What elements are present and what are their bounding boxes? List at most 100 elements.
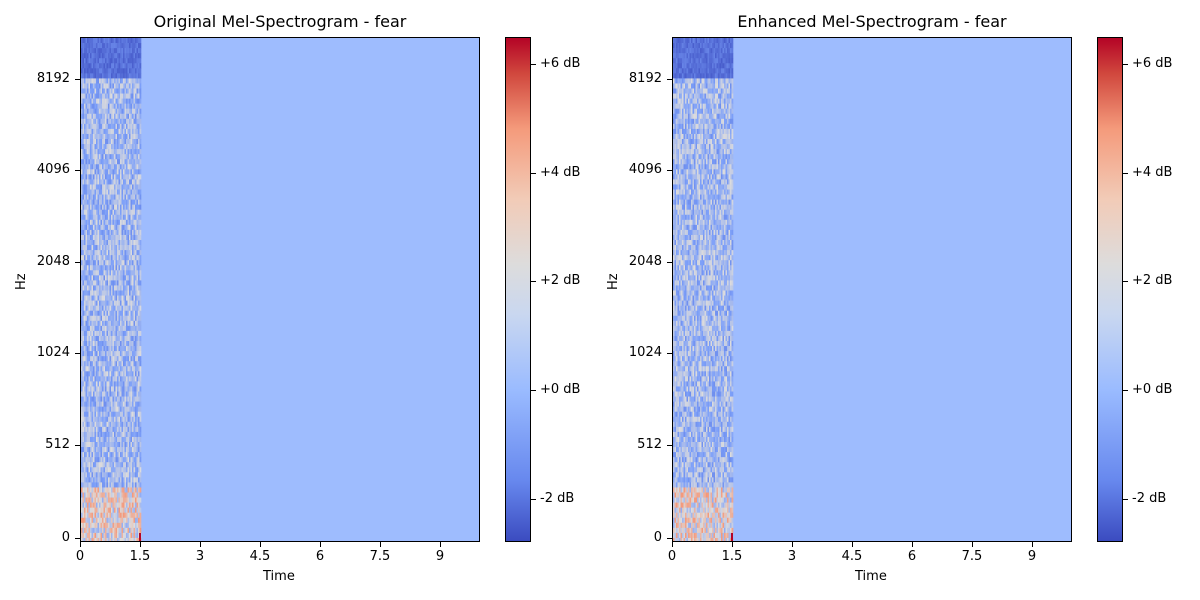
heatmap-cell xyxy=(84,174,86,180)
heatmap-cell xyxy=(97,255,100,261)
heatmap-cell xyxy=(85,108,88,115)
heatmap-cell xyxy=(99,73,101,79)
heatmap-cell xyxy=(685,310,687,317)
heatmap-cell xyxy=(84,330,86,337)
heatmap-cell xyxy=(685,154,687,160)
heatmap-cell xyxy=(106,245,109,251)
heatmap-cell xyxy=(87,260,89,266)
heatmap-cell xyxy=(680,199,683,205)
heatmap-cell xyxy=(685,184,687,190)
heatmap-cell xyxy=(96,250,98,256)
heatmap-cell xyxy=(676,436,678,443)
heatmap-cell xyxy=(94,351,97,357)
heatmap-cell xyxy=(118,164,121,170)
heatmap-cell xyxy=(679,366,681,372)
heatmap-cell xyxy=(126,113,128,120)
heatmap-cell xyxy=(683,346,686,352)
heatmap-cell xyxy=(88,159,91,165)
heatmap-cell xyxy=(117,442,119,448)
heatmap-cell xyxy=(88,517,91,524)
heatmap-cell xyxy=(130,93,133,99)
heatmap-cell xyxy=(124,139,127,145)
heatmap-cell xyxy=(674,447,677,453)
heatmap-cell xyxy=(686,123,689,130)
heatmap-cell xyxy=(127,477,130,483)
heatmap-cell xyxy=(135,43,137,49)
heatmap-cell xyxy=(117,472,119,478)
heatmap-cell xyxy=(94,507,97,513)
heatmap-cell xyxy=(683,219,686,226)
heatmap-cell xyxy=(135,406,137,412)
heatmap-cell xyxy=(117,467,119,473)
heatmap-cell xyxy=(685,245,687,251)
heatmap-cell xyxy=(96,53,98,59)
heatmap-cell xyxy=(91,346,94,352)
heatmap-cell xyxy=(100,497,103,503)
heatmap-cell xyxy=(114,330,116,337)
heatmap-cell xyxy=(676,174,678,180)
heatmap-cell xyxy=(112,234,115,241)
heatmap-cell xyxy=(123,214,125,221)
heatmap-cell xyxy=(114,234,116,241)
heatmap-cell xyxy=(136,245,139,251)
heatmap-cell xyxy=(99,255,101,261)
heatmap-cell xyxy=(680,38,683,44)
heatmap-cell xyxy=(133,386,136,392)
heatmap-cell xyxy=(109,184,112,190)
heatmap-cell xyxy=(139,113,142,120)
heatmap-cell xyxy=(127,381,130,387)
heatmap-cell xyxy=(685,512,687,519)
heatmap-cell xyxy=(686,300,689,306)
y-tick-mark xyxy=(75,79,80,80)
heatmap-cell xyxy=(133,93,136,99)
heatmap-cell xyxy=(91,43,94,49)
heatmap-cell xyxy=(87,361,89,367)
heatmap-cell xyxy=(120,320,122,327)
heatmap-cell xyxy=(84,431,86,438)
heatmap-cell xyxy=(136,426,139,433)
heatmap-cell xyxy=(117,320,119,327)
heatmap-cell xyxy=(81,447,83,453)
heatmap-cell xyxy=(90,103,92,109)
heatmap-cell xyxy=(138,391,140,397)
heatmap-cell xyxy=(81,442,83,448)
heatmap-cell xyxy=(115,63,118,69)
heatmap-cell xyxy=(88,199,91,205)
heatmap-cell xyxy=(127,346,130,352)
heatmap-cell xyxy=(136,234,139,241)
heatmap-cell xyxy=(87,406,89,412)
heatmap-cell xyxy=(676,255,678,261)
heatmap-cell xyxy=(81,199,83,205)
heatmap-cell xyxy=(100,537,103,541)
heatmap-cell xyxy=(102,93,104,99)
heatmap-cell xyxy=(124,144,127,150)
heatmap-cell xyxy=(112,386,115,392)
heatmap-cell xyxy=(84,58,86,64)
heatmap-cell xyxy=(97,421,100,428)
heatmap-cell xyxy=(138,169,140,175)
heatmap-cell xyxy=(138,270,140,276)
heatmap-cell xyxy=(685,325,687,332)
heatmap-cell xyxy=(84,366,86,372)
heatmap-cell xyxy=(109,88,112,94)
heatmap-cell xyxy=(683,275,686,281)
heatmap-cell xyxy=(132,325,134,332)
heatmap-cell xyxy=(108,356,110,362)
heatmap-cell xyxy=(85,285,88,291)
heatmap-cell xyxy=(94,411,97,418)
heatmap-cell xyxy=(82,386,85,392)
heatmap-cell xyxy=(679,512,681,519)
heatmap-cell xyxy=(111,361,113,367)
heatmap-cell xyxy=(135,477,137,483)
heatmap-cell xyxy=(133,209,136,216)
heatmap-cell xyxy=(97,462,100,468)
heatmap-cell xyxy=(82,356,85,362)
heatmap-cell xyxy=(132,431,134,438)
heatmap-cell xyxy=(108,522,110,529)
heatmap-cell xyxy=(679,118,681,125)
heatmap-cell xyxy=(677,442,680,448)
heatmap-cell xyxy=(105,189,107,195)
heatmap-cell xyxy=(121,270,124,276)
heatmap-cell xyxy=(135,376,137,382)
heatmap-cell xyxy=(93,255,95,261)
